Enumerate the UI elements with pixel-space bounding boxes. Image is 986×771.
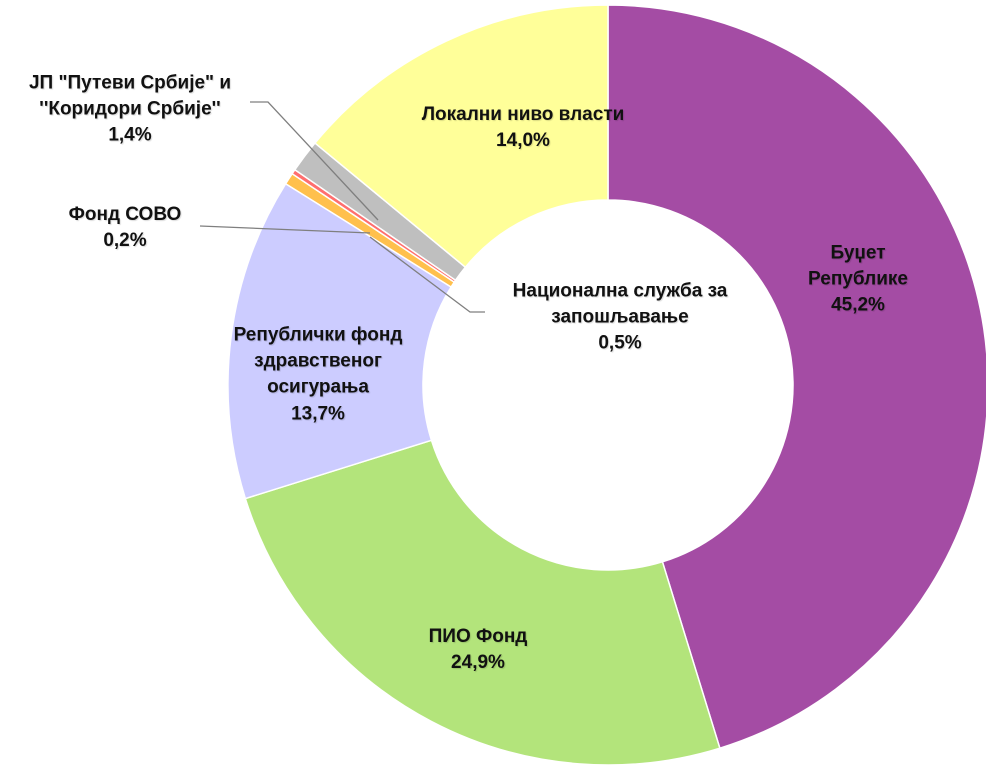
- segments: [227, 4, 986, 766]
- category-label: ЈП "Путеви Србије" и ''Коридори Србије'': [28, 72, 232, 120]
- data-label: ПИО Фонд 24,9%: [429, 624, 528, 676]
- data-label: Национална служба за запошљавање 0,5%: [513, 279, 728, 358]
- value-label: 14,0%: [496, 130, 550, 151]
- data-label: Буџет Републике 45,2%: [794, 241, 922, 320]
- data-label: Локални ниво власти 14,0%: [422, 102, 625, 154]
- data-label: ЈП "Путеви Србије" и ''Коридори Србије''…: [29, 71, 231, 150]
- leader-line: [250, 101, 379, 221]
- value-label: 0,5%: [598, 333, 642, 355]
- category-label: Буџет Републике: [808, 242, 908, 290]
- category-label: ПИО Фонд: [428, 625, 528, 647]
- segment: [313, 4, 609, 269]
- value-label: 13,7%: [291, 403, 345, 425]
- segment: [227, 182, 453, 500]
- segment: [607, 4, 986, 750]
- leader-line: [199, 225, 371, 234]
- leader-line: [369, 236, 485, 313]
- category-label: Национална служба за запошљавање: [512, 280, 728, 328]
- segment: [244, 439, 721, 766]
- value-label: 0,2%: [103, 230, 147, 251]
- category-label: Фонд СОВО: [68, 203, 182, 225]
- value-label: 45,2%: [831, 295, 885, 317]
- data-label: Републички фонд здравственог осигурања 13…: [234, 323, 403, 428]
- category-label: Републички фонд здравственог осигурања: [233, 324, 403, 398]
- value-label: 24,9%: [451, 652, 505, 673]
- category-label: Локални ниво власти: [421, 103, 625, 125]
- data-label: Фонд СОВО 0,2%: [69, 202, 182, 254]
- value-label: 1,4%: [108, 125, 152, 147]
